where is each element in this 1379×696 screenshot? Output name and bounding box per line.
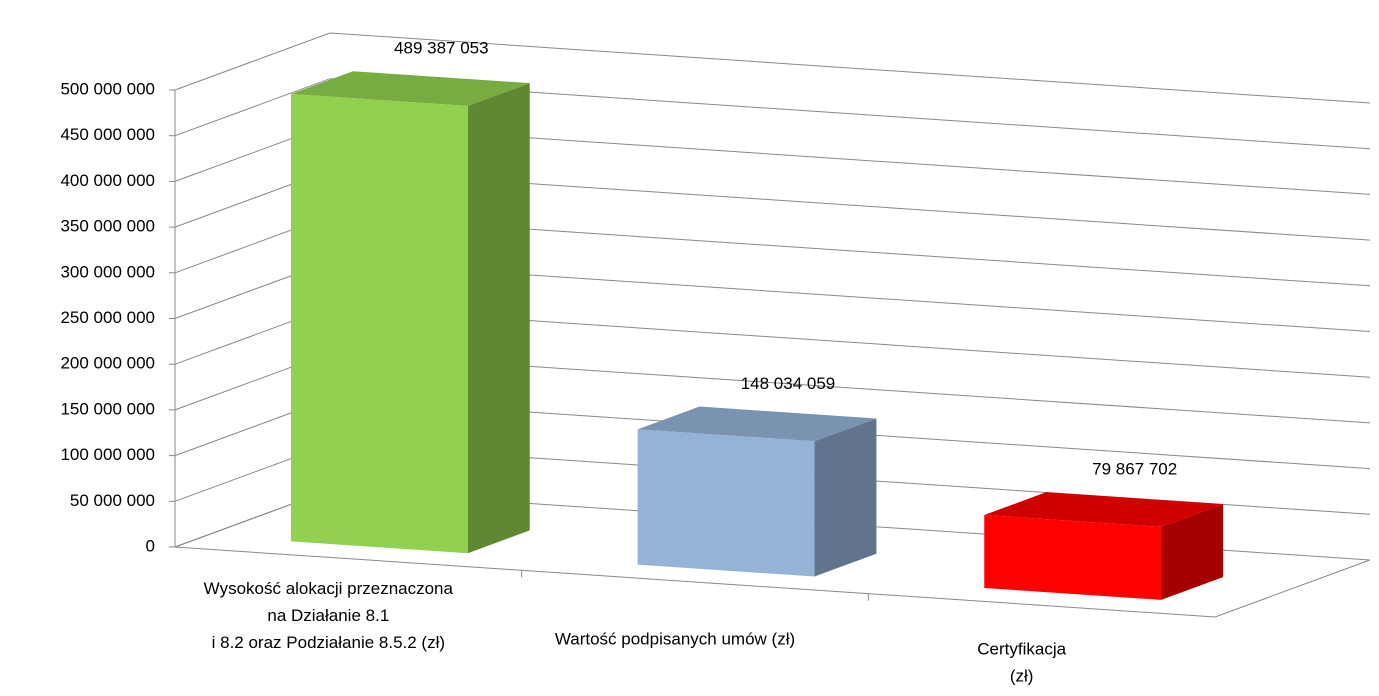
value-label: 148 034 059 [741,374,836,393]
bar-front [984,514,1162,600]
y-tick-label: 200 000 000 [60,354,155,373]
x-tick-label: Wysokość alokacji przeznaczona [204,579,454,598]
bar-side [814,418,877,577]
grid-line [174,78,1371,150]
bar-top [984,492,1224,527]
y-tick-label: 350 000 000 [60,217,155,236]
y-tick-label: 450 000 000 [60,125,155,144]
x-tick-label: (zł) [1010,666,1034,685]
bar-top [637,406,877,442]
grid-line [174,32,1371,104]
y-tick-label: 50 000 000 [70,491,155,510]
y-tick-label: 500 000 000 [60,79,155,98]
value-label: 79 867 702 [1092,460,1177,479]
x-tick-label: i 8.2 oraz Podziałanie 8.5.2 (zł) [212,633,445,652]
bar-side [1161,504,1224,600]
bar-top [290,71,530,106]
x-tick-label: na Działanie 8.1 [267,606,389,625]
y-tick-label: 100 000 000 [60,445,155,464]
y-tick-label: 150 000 000 [60,399,155,418]
x-tick-label: Wartość podpisanych umów (zł) [555,629,795,648]
y-tick-label: 0 [146,536,155,555]
bar-side [467,83,530,554]
x-tick-label: Certyfikacja [977,639,1066,658]
y-tick-label: 300 000 000 [60,262,155,281]
value-label: 489 387 053 [394,39,489,58]
bar-front [290,94,468,554]
y-tick-label: 400 000 000 [60,171,155,190]
y-tick-label: 250 000 000 [60,308,155,327]
bar-front [637,429,815,577]
